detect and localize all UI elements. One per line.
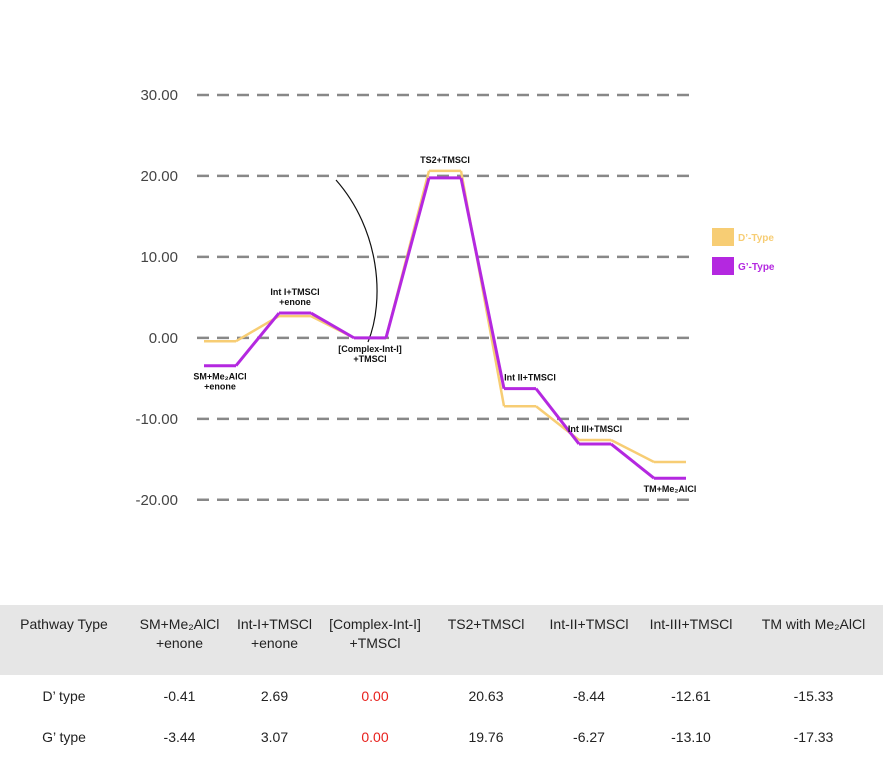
y-tick-label: 30.00 bbox=[140, 87, 178, 104]
legend-label: D’-Type bbox=[738, 233, 774, 244]
column-header: [Complex-Int-I] +TMSCl bbox=[318, 605, 432, 675]
row-label: G’ type bbox=[0, 716, 128, 757]
table-cell: -12.61 bbox=[638, 675, 744, 716]
table-cell: 19.76 bbox=[432, 716, 540, 757]
category-label: TS2+TMSCl bbox=[420, 155, 470, 165]
connector bbox=[536, 389, 579, 444]
y-tick-label: -20.00 bbox=[135, 492, 178, 509]
table-cell: -17.33 bbox=[744, 716, 883, 757]
connector bbox=[311, 313, 354, 338]
table-cell: 20.63 bbox=[432, 675, 540, 716]
column-header: Int-I+TMSCl +enone bbox=[231, 605, 318, 675]
category-label: TM+Me₂AlCl bbox=[644, 484, 697, 494]
legend-label: G’-Type bbox=[738, 262, 775, 273]
y-tick-label: 10.00 bbox=[140, 249, 178, 266]
category-label: Int III+TMSCl bbox=[568, 424, 622, 434]
column-header: Pathway Type bbox=[0, 605, 128, 675]
y-tick-label: 20.00 bbox=[140, 168, 178, 185]
column-header: SM+Me₂AlCl +enone bbox=[128, 605, 231, 675]
column-header: Int-II+TMSCl bbox=[540, 605, 638, 675]
legend-swatch bbox=[712, 228, 734, 246]
column-header: Int-III+TMSCl bbox=[638, 605, 744, 675]
arrow bbox=[336, 180, 377, 342]
category-label: SM+Me₂AlCl+enone bbox=[193, 372, 246, 392]
table-cell: 3.07 bbox=[231, 716, 318, 757]
connector bbox=[461, 178, 504, 389]
y-tick-label: -10.00 bbox=[135, 411, 178, 428]
category-label: [Complex-Int-I]+TMSCl bbox=[338, 344, 402, 364]
table-cell: -3.44 bbox=[128, 716, 231, 757]
table-cell: -6.27 bbox=[540, 716, 638, 757]
category-label: Int II+TMSCl bbox=[504, 373, 556, 383]
table-cell: 2.69 bbox=[231, 675, 318, 716]
y-tick-label: 0.00 bbox=[149, 330, 178, 347]
page: -20.00 -10.00 0.00 10.00 20.00 30.00 SM+Me₂AlC… bbox=[0, 0, 883, 744]
table-cell: -0.41 bbox=[128, 675, 231, 716]
chart: -20.00 -10.00 0.00 10.00 20.00 30.00 SM+Me₂AlC… bbox=[0, 0, 883, 600]
connector bbox=[236, 313, 279, 366]
table-cell: -15.33 bbox=[744, 675, 883, 716]
table-cell: 0.00 bbox=[318, 716, 432, 757]
column-header: TS2+TMSCl bbox=[432, 605, 540, 675]
connector bbox=[611, 444, 654, 478]
table-cell: 0.00 bbox=[318, 675, 432, 716]
table-cell: -13.10 bbox=[638, 716, 744, 757]
category-label: Int I+TMSCl+enone bbox=[270, 287, 319, 307]
column-header: TM with Me₂AlCl bbox=[744, 605, 883, 675]
row-label: D’ type bbox=[0, 675, 128, 716]
table-cell: -8.44 bbox=[540, 675, 638, 716]
legend-swatch bbox=[712, 257, 734, 275]
